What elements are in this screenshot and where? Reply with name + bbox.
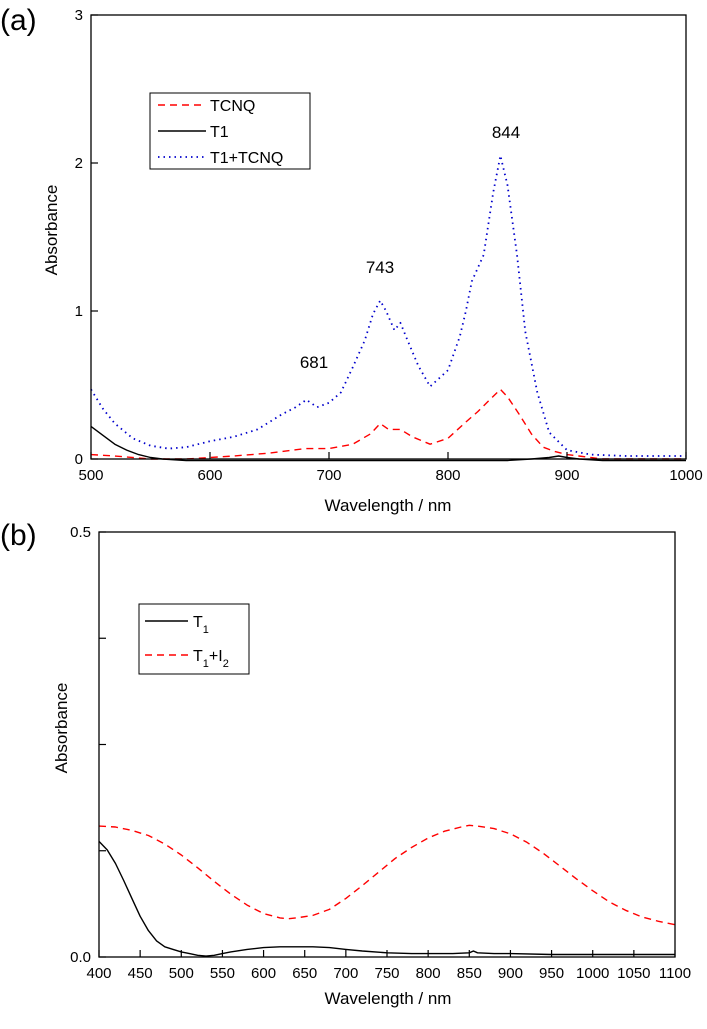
x-tick-label-b-600: 600 bbox=[251, 965, 276, 982]
peak-label-844: 844 bbox=[492, 123, 520, 142]
x-tick-label-a-900: 900 bbox=[554, 467, 579, 484]
x-tick-label-a-500: 500 bbox=[78, 467, 103, 484]
panel-a: (a) 500 600 700 800 900 1000 0 1 2 3 Wavelength /… bbox=[0, 4, 703, 515]
y-tick-label-a-1: 1 bbox=[75, 303, 83, 320]
x-tick-label-a-600: 600 bbox=[197, 467, 222, 484]
x-tick-label-b-1100: 1100 bbox=[659, 965, 691, 982]
x-tick-label-b-400: 400 bbox=[86, 965, 111, 982]
legend-t1i2-subscript-2: 2 bbox=[223, 658, 229, 670]
panel-a-ticks: 500 600 700 800 900 1000 0 1 2 3 bbox=[75, 7, 703, 484]
x-tick-label-b-650: 650 bbox=[292, 965, 317, 982]
y-tick-label-b-0.5: 0.5 bbox=[70, 524, 91, 541]
series-line-b-t1-i2 bbox=[98, 824, 676, 926]
x-tick-label-b-950: 950 bbox=[539, 965, 564, 982]
series-line-a-tcnq bbox=[90, 388, 686, 460]
panel-a-plot-frame bbox=[90, 14, 687, 460]
x-tick-label-b-900: 900 bbox=[498, 965, 523, 982]
legend-t1i2-mid: +I bbox=[209, 648, 223, 665]
x-tick-label-a-800: 800 bbox=[435, 467, 460, 484]
y-tick-label-a-3: 3 bbox=[75, 7, 83, 24]
x-tick-label-b-1050: 1050 bbox=[617, 965, 650, 982]
panel-a-legend: TCNQ T1 T1+TCNQ bbox=[149, 92, 311, 170]
legend-label-t1-b: T1 bbox=[193, 614, 209, 636]
panel-b-y-axis-title: Absorbance bbox=[52, 683, 71, 774]
peak-label-743: 743 bbox=[366, 258, 394, 277]
x-tick-label-b-700: 700 bbox=[333, 965, 358, 982]
x-tick-label-a-700: 700 bbox=[316, 467, 341, 484]
x-tick-label-b-500: 500 bbox=[169, 965, 194, 982]
y-tick-label-a-2: 2 bbox=[75, 155, 83, 172]
panel-b-legend-box bbox=[138, 603, 250, 675]
series-line-a-t1 bbox=[90, 425, 686, 462]
panel-b-label: (b) bbox=[0, 519, 37, 552]
panel-b-series bbox=[98, 824, 676, 957]
legend-label-t1-tcnq: T1+TCNQ bbox=[210, 150, 283, 167]
panel-b-ticks: 400 450 500 550 600 650 700 750 800 850 900 950 1000… bbox=[70, 524, 691, 982]
series-line-a-t1-tcnq bbox=[90, 154, 686, 457]
legend-t1-subscript: 1 bbox=[203, 624, 209, 636]
y-tick-label-a-0: 0 bbox=[75, 451, 83, 468]
panel-a-y-axis-title: Absorbance bbox=[42, 185, 61, 276]
x-tick-label-b-750: 750 bbox=[374, 965, 399, 982]
legend-label-t1-i2: T1+I2 bbox=[193, 648, 229, 670]
panel-a-label: (a) bbox=[0, 4, 37, 37]
panel-b-plot-frame bbox=[98, 531, 676, 958]
series-line-b-t1 bbox=[98, 840, 675, 957]
x-tick-label-b-1000: 1000 bbox=[576, 965, 609, 982]
x-tick-label-b-800: 800 bbox=[416, 965, 441, 982]
panel-a-series bbox=[90, 154, 686, 462]
x-tick-label-b-550: 550 bbox=[210, 965, 235, 982]
panel-a-x-axis-title: Wavelength / nm bbox=[325, 496, 452, 515]
x-tick-label-a-1000: 1000 bbox=[669, 467, 702, 484]
panel-b-legend: T1 T1+I2 bbox=[138, 603, 250, 675]
panel-b: (b) 400 450 500 550 600 650 700 750 800 850 900 950… bbox=[0, 519, 691, 1008]
x-tick-label-b-450: 450 bbox=[128, 965, 153, 982]
legend-t1i2-subscript-1: 1 bbox=[203, 658, 209, 670]
peak-label-681: 681 bbox=[300, 353, 328, 372]
y-tick-label-b-0.0: 0.0 bbox=[70, 949, 91, 966]
legend-label-tcnq: TCNQ bbox=[210, 98, 255, 115]
x-tick-label-b-850: 850 bbox=[457, 965, 482, 982]
legend-t1-base: T bbox=[193, 614, 203, 631]
legend-t1i2-base: T bbox=[193, 648, 203, 665]
legend-label-t1: T1 bbox=[210, 124, 229, 141]
panel-b-x-axis-title: Wavelength / nm bbox=[325, 989, 452, 1008]
